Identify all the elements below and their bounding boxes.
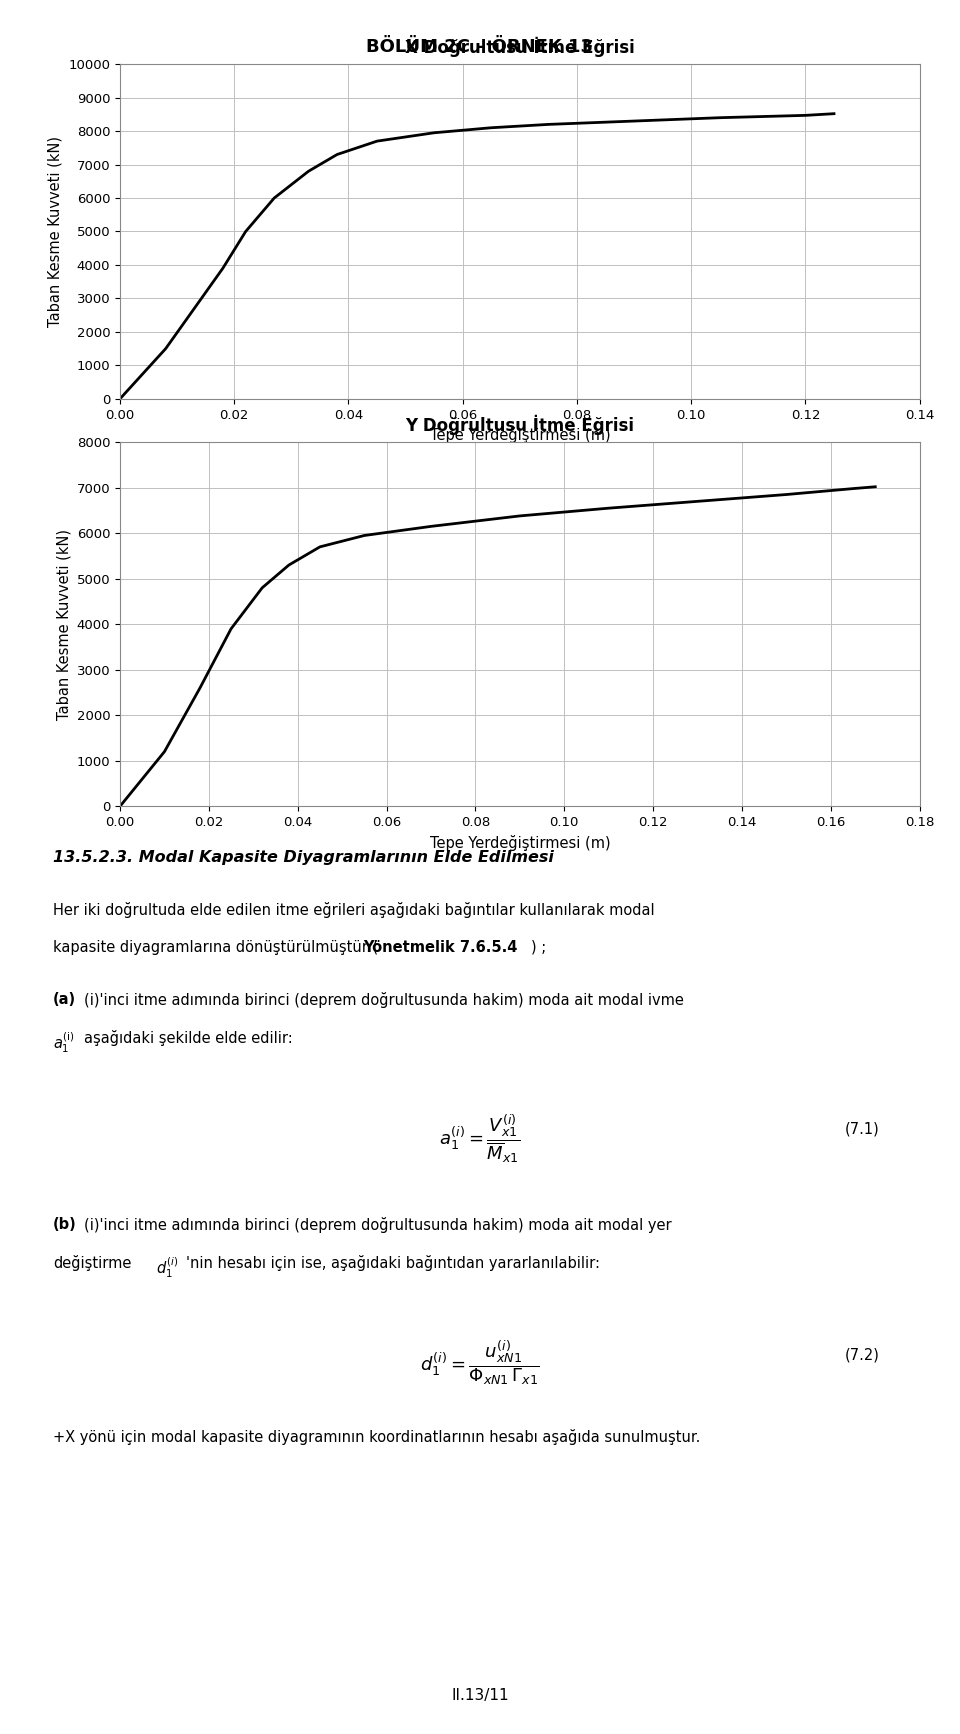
Text: (b): (b) <box>53 1217 77 1233</box>
Text: (7.2): (7.2) <box>845 1347 879 1363</box>
Text: $a_{\mathregular{1}}^{\mathregular{(i)}}$: $a_{\mathregular{1}}^{\mathregular{(i)}}… <box>53 1030 75 1054</box>
Text: $d_1^{(i)}$: $d_1^{(i)}$ <box>156 1255 178 1280</box>
Text: 13.5.2.3. Modal Kapasite Diyagramlarının Elde Edilmesi: 13.5.2.3. Modal Kapasite Diyagramlarının… <box>53 850 554 865</box>
Text: BÖLÜM 2C – ÖRNEK 13: BÖLÜM 2C – ÖRNEK 13 <box>367 38 593 55</box>
Text: Her iki doğrultuda elde edilen itme eğrileri aşağıdaki bağıntılar kullanılarak m: Her iki doğrultuda elde edilen itme eğri… <box>53 902 655 917</box>
Text: $d_1^{(i)} = \dfrac{u_{xN1}^{(i)}}{\Phi_{xN1}\,\Gamma_{x1}}$: $d_1^{(i)} = \dfrac{u_{xN1}^{(i)}}{\Phi_… <box>420 1339 540 1387</box>
Text: +X yönü için modal kapasite diyagramının koordinatlarının hesabı aşağıda sunulmu: +X yönü için modal kapasite diyagramının… <box>53 1429 700 1444</box>
X-axis label: Tepe Yerdeğiştirmesi (m): Tepe Yerdeğiştirmesi (m) <box>429 834 611 851</box>
Text: (i)'inci itme adımında birinci (deprem doğrultusunda hakim) moda ait modal yer: (i)'inci itme adımında birinci (deprem d… <box>84 1217 672 1233</box>
X-axis label: Tepe Yerdeğiştirmesi (m): Tepe Yerdeğiştirmesi (m) <box>429 427 611 444</box>
Text: değiştirme: değiştirme <box>53 1255 132 1271</box>
Y-axis label: Taban Kesme Kuvveti (kN): Taban Kesme Kuvveti (kN) <box>56 529 71 720</box>
Text: 'nin hesabı için ise, aşağıdaki bağıntıdan yararlanılabilir:: 'nin hesabı için ise, aşağıdaki bağıntıd… <box>186 1255 600 1271</box>
Title: X Doğrultusu İtme Eğrisi: X Doğrultusu İtme Eğrisi <box>405 36 635 57</box>
Text: aşağıdaki şekilde elde edilir:: aşağıdaki şekilde elde edilir: <box>84 1030 293 1046</box>
Text: ) ;: ) ; <box>531 940 546 955</box>
Y-axis label: Taban Kesme Kuvveti (kN): Taban Kesme Kuvveti (kN) <box>48 135 62 328</box>
Text: (7.1): (7.1) <box>845 1122 879 1138</box>
Text: (i)'inci itme adımında birinci (deprem doğrultusunda hakim) moda ait modal ivme: (i)'inci itme adımında birinci (deprem d… <box>84 992 684 1007</box>
Title: Y Doğrultusu İtme Eğrisi: Y Doğrultusu İtme Eğrisi <box>405 414 635 435</box>
Text: $a_1^{(i)} = \dfrac{V_{x1}^{(i)}}{\overline{M}_{x1}}$: $a_1^{(i)} = \dfrac{V_{x1}^{(i)}}{\overl… <box>440 1113 520 1167</box>
Text: (a): (a) <box>53 992 76 1007</box>
Text: kapasite diyagramlarına dönüştürülmüştür (: kapasite diyagramlarına dönüştürülmüştür… <box>53 940 378 955</box>
Text: II.13/11: II.13/11 <box>451 1687 509 1703</box>
Text: Yönetmelik 7.6.5.4: Yönetmelik 7.6.5.4 <box>363 940 517 955</box>
